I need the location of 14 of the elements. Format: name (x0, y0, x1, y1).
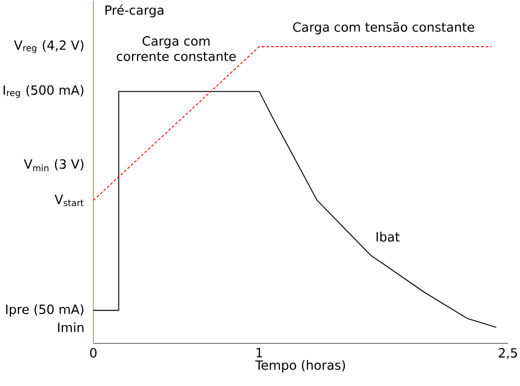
x-tick-label: 2,5 (498, 348, 517, 359)
text: Imin (58, 322, 84, 332)
x-tick-label: 1 (256, 348, 262, 358)
annotation: Carga com corrente constante (116, 36, 236, 62)
text: Carga com tensão constante (293, 22, 474, 34)
text: Ipre (50 mA) (6, 304, 84, 317)
text: I$_{reg}$ (500 mA) (4, 85, 84, 98)
series-label: Ibat (376, 232, 400, 242)
text: V$_{start}$ (54, 194, 84, 206)
text: V$_{min}$ (3 V) (24, 159, 84, 172)
text: V$_{reg}$ (4,2 V) (14, 40, 84, 53)
text: Pré-carga (106, 4, 164, 18)
x-tick-label: 0 (90, 348, 97, 358)
x-axis-title: Tempo (horas) (255, 360, 345, 372)
